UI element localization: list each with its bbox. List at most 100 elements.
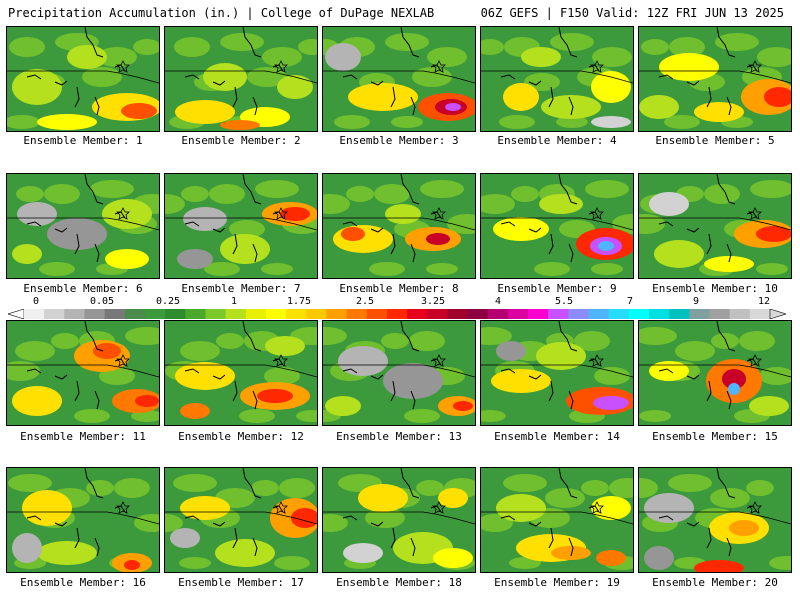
ensemble-member-label: Ensemble Member: 2 (181, 134, 301, 147)
ensemble-map-panel (638, 467, 792, 573)
precip-field-map (165, 27, 317, 131)
ensemble-map-panel (480, 320, 634, 426)
station-star-icon (432, 354, 446, 367)
ensemble-map-panel (480, 467, 634, 573)
precip-field-map (323, 468, 475, 572)
colorbar-tick-label: 7 (626, 296, 634, 307)
ensemble-member-label: Ensemble Member: 17 (178, 576, 304, 589)
ensemble-map-panel (164, 26, 318, 132)
ensemble-map-panel (322, 26, 476, 132)
colorbar-swatch (124, 309, 146, 319)
colorbar-swatch (225, 309, 247, 319)
colorbar-swatch (568, 309, 589, 319)
colorbar-tick-label: 2.5 (355, 296, 375, 307)
colorbar-tick-label: 4 (494, 296, 502, 307)
ensemble-member-label: Ensemble Member: 8 (339, 282, 459, 295)
precip-field-map (481, 27, 633, 131)
station-star-icon (116, 354, 130, 367)
colorbar-swatch (709, 309, 731, 319)
colorbar-swatch (326, 309, 347, 319)
precip-field-map (7, 174, 159, 278)
colorbar-swatch (427, 309, 448, 319)
colorbar-swatch (749, 309, 771, 319)
precip-field-map (165, 468, 317, 572)
colorbar-swatch (346, 309, 368, 319)
colorbar-swatch (447, 309, 468, 319)
colorbar-swatch (628, 309, 650, 319)
colorbar-swatch (245, 309, 267, 319)
ensemble-map-panel (480, 173, 634, 279)
colorbar-swatch (467, 309, 489, 319)
map-title: Precipitation Accumulation (in.) | Colle… (8, 6, 435, 20)
colorbar-swatch (265, 309, 287, 319)
ensemble-map-panel (322, 320, 476, 426)
ensemble-map-panel (6, 320, 160, 426)
precip-field-map (7, 321, 159, 425)
ensemble-member-label: Ensemble Member: 12 (178, 430, 304, 443)
colorbar-swatch (24, 309, 45, 319)
ensemble-member-label: Ensemble Member: 10 (652, 282, 778, 295)
ensemble-member-label: Ensemble Member: 7 (181, 282, 301, 295)
ensemble-member-label: Ensemble Member: 6 (23, 282, 143, 295)
ensemble-map-panel (638, 320, 792, 426)
colorbar-swatch (548, 309, 569, 319)
ensemble-map-panel (164, 467, 318, 573)
station-star-icon (274, 354, 288, 367)
precip-field-map (7, 27, 159, 131)
precip-field-map (481, 174, 633, 278)
station-star-icon (432, 501, 446, 514)
ensemble-member-label: Ensemble Member: 13 (336, 430, 462, 443)
ensemble-member-label: Ensemble Member: 20 (652, 576, 778, 589)
ensemble-member-label: Ensemble Member: 1 (23, 134, 143, 147)
precip-field-map (7, 468, 159, 572)
colorbar-tick-label: 5.5 (554, 296, 574, 307)
station-star-icon (748, 207, 762, 220)
colorbar-swatch (507, 309, 529, 319)
precip-field-map (323, 174, 475, 278)
ensemble-map-panel (322, 467, 476, 573)
colorbar-swatch (306, 309, 327, 319)
station-star-icon (116, 207, 130, 220)
colorbar-tick-label: 12 (757, 296, 771, 307)
precip-colorbar (8, 309, 786, 319)
colorbar-high-arrow (769, 309, 786, 319)
colorbar-swatch (366, 309, 388, 319)
colorbar-swatch (104, 309, 126, 319)
ensemble-member-label: Ensemble Member: 19 (494, 576, 620, 589)
colorbar-tick-label: 0 (32, 296, 40, 307)
colorbar-swatch (487, 309, 509, 319)
precip-field-map (165, 321, 317, 425)
station-star-icon (590, 354, 604, 367)
station-star-icon (748, 501, 762, 514)
colorbar-swatch (205, 309, 227, 319)
ensemble-map-panel (164, 173, 318, 279)
ensemble-map-panel (6, 467, 160, 573)
ensemble-member-label: Ensemble Member: 4 (497, 134, 617, 147)
ensemble-map-panel (638, 26, 792, 132)
colorbar-swatch (286, 309, 307, 319)
station-star-icon (116, 501, 130, 514)
ensemble-member-label: Ensemble Member: 18 (336, 576, 462, 589)
station-star-icon (590, 60, 604, 73)
colorbar-tick-label: 9 (692, 296, 700, 307)
ensemble-member-label: Ensemble Member: 11 (20, 430, 146, 443)
ensemble-member-label: Ensemble Member: 15 (652, 430, 778, 443)
ensemble-member-label: Ensemble Member: 16 (20, 576, 146, 589)
colorbar-swatch (44, 309, 65, 319)
colorbar-swatch (528, 309, 549, 319)
station-star-icon (432, 60, 446, 73)
precip-field-map (639, 321, 791, 425)
colorbar-swatch (729, 309, 751, 319)
ensemble-member-label: Ensemble Member: 5 (655, 134, 775, 147)
colorbar-swatch (407, 309, 428, 319)
colorbar-tick-label: 3.25 (420, 296, 446, 307)
colorbar-swatch (64, 309, 85, 319)
colorbar-swatch (669, 309, 690, 319)
colorbar-tick-label: 0.25 (155, 296, 181, 307)
ensemble-map-panel (6, 26, 160, 132)
colorbar-swatch (689, 309, 710, 319)
colorbar-swatch (608, 309, 630, 319)
colorbar-low-arrow (8, 309, 25, 319)
station-star-icon (274, 60, 288, 73)
station-star-icon (274, 207, 288, 220)
